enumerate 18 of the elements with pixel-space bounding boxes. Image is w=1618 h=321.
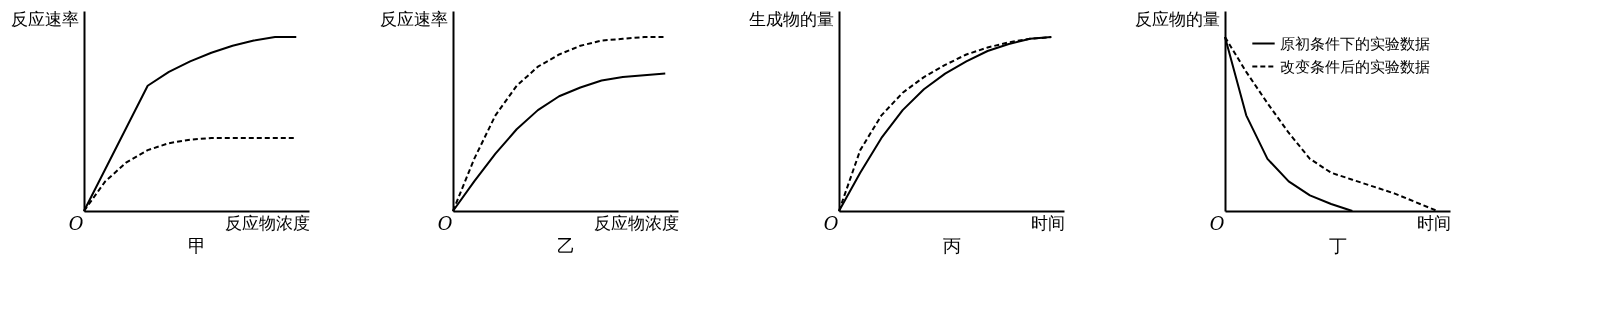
- text: O: [1209, 213, 1225, 234]
- legend-label: 改变条件后的实验数据: [1280, 57, 1430, 76]
- text: O: [437, 213, 453, 234]
- text: 乙: [556, 235, 575, 256]
- text: 丁: [1328, 235, 1347, 256]
- x-axis-title: 时间: [1030, 212, 1065, 233]
- text: O: [68, 213, 84, 234]
- y-axis-title: 反应物的量: [1134, 8, 1220, 29]
- x-axis-title: 时间: [1416, 212, 1451, 233]
- text: 丙: [942, 235, 961, 256]
- x-axis-title: 反应物浓度: [224, 212, 310, 233]
- text: O: [823, 213, 839, 234]
- y-axis-title: 生成物的量: [748, 8, 834, 29]
- y-axis-title: 反应速率: [10, 8, 79, 29]
- text: 甲: [187, 235, 206, 256]
- legend-label: 原初条件下的实验数据: [1280, 34, 1430, 53]
- x-axis-title: 反应物浓度: [593, 212, 679, 233]
- y-axis-title: 反应速率: [379, 8, 448, 29]
